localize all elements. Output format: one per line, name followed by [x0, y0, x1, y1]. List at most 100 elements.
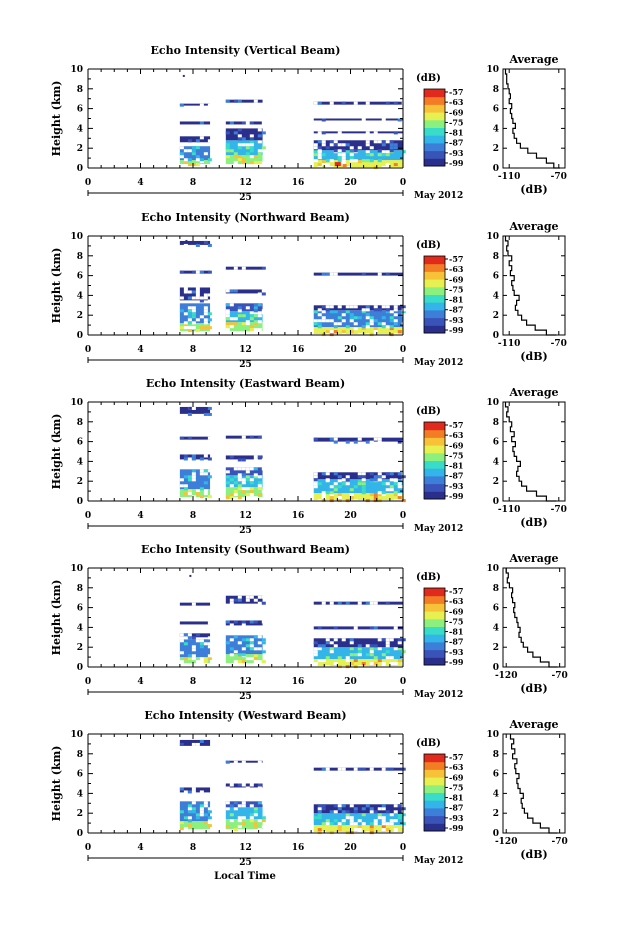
echo-cell	[337, 156, 342, 160]
echo-gap	[365, 101, 370, 105]
average-y-tick-label: 8	[493, 252, 499, 262]
echo-gap	[377, 478, 382, 482]
echo-gap	[199, 660, 204, 664]
colorbar-tick-label: -99	[449, 657, 464, 667]
echo-gap	[199, 472, 204, 476]
echo-gap	[401, 825, 406, 829]
echo-block	[313, 150, 403, 161]
colorbar-tick-label: -69	[449, 772, 464, 782]
echo-gap	[393, 626, 398, 630]
echo-cell	[341, 330, 346, 334]
echo-gap	[257, 760, 262, 764]
echo-block	[179, 160, 211, 165]
echo-cell	[357, 475, 362, 479]
echo-gap	[317, 647, 322, 651]
echo-gap	[195, 158, 200, 162]
echo-cell	[353, 810, 358, 814]
echo-cell	[361, 325, 366, 329]
y-tick-label: 4	[77, 457, 83, 467]
colorbar-swatch	[424, 468, 445, 477]
colorbar-swatch	[424, 112, 445, 121]
panel-title: Echo Intensity (Westward Beam)	[144, 709, 346, 722]
echo-cell	[393, 491, 398, 495]
echo-cell	[377, 322, 382, 326]
echo-cell	[337, 475, 342, 479]
echo-gap	[337, 153, 342, 157]
echo-gap	[183, 287, 188, 291]
panel-3: Echo Intensity (Southward Beam) Height (k…	[50, 543, 568, 702]
echo-cell	[377, 308, 382, 312]
echo-cell	[317, 101, 322, 105]
echo-cell	[333, 325, 338, 329]
echo-block	[179, 633, 211, 638]
echo-cell	[179, 326, 184, 330]
echo-gap	[257, 828, 262, 832]
echo-gap	[401, 440, 406, 444]
echo-cell	[397, 330, 402, 334]
echo-cell	[245, 146, 250, 150]
average-profile-line	[504, 236, 557, 336]
echo-gap	[397, 641, 402, 645]
echo-gap	[249, 657, 254, 661]
echo-cell	[237, 99, 242, 103]
echo-gap	[345, 659, 350, 663]
colorbar-swatch	[424, 754, 445, 763]
echo-gap	[179, 296, 184, 300]
echo-cell	[369, 647, 374, 651]
x-tick-label: 4	[137, 843, 143, 853]
echo-cell	[229, 493, 234, 497]
echo-cell	[241, 822, 246, 826]
echo-gap	[245, 121, 250, 125]
echo-cell	[191, 149, 196, 153]
echo-gap	[191, 648, 196, 652]
echo-gap	[377, 440, 382, 444]
heatmap-segment	[225, 99, 266, 165]
echo-cell	[313, 641, 318, 645]
y-tick-label: 8	[77, 750, 83, 760]
echo-gap	[195, 660, 200, 664]
echo-gap	[333, 322, 338, 326]
echo-gap	[253, 496, 258, 500]
echo-cell	[225, 155, 230, 159]
echo-gap	[317, 313, 322, 317]
echo-gap	[203, 293, 208, 297]
echo-cell	[369, 316, 374, 320]
echo-cell	[349, 662, 354, 666]
colorbar-swatch	[424, 823, 445, 832]
echo-gap	[393, 478, 398, 482]
echo-gap	[225, 309, 230, 313]
y-tick-label: 4	[77, 789, 83, 799]
colorbar-swatch	[424, 657, 445, 666]
echo-cell	[261, 638, 266, 642]
echo-cell	[233, 490, 238, 494]
echo-cell	[325, 656, 330, 660]
echo-gap	[183, 636, 188, 640]
average-title: Average	[508, 220, 558, 233]
echo-gap	[207, 436, 212, 440]
echo-gap	[229, 783, 234, 787]
echo-gap	[245, 657, 250, 661]
colorbar-swatch	[424, 483, 445, 492]
colorbar-unit: (dB)	[416, 73, 441, 84]
colorbar-tick-label: -99	[449, 491, 464, 501]
echo-gap	[373, 131, 378, 135]
echo-gap	[183, 243, 188, 247]
y-tick-label: 0	[77, 497, 83, 507]
echo-gap	[385, 822, 390, 826]
echo-cell	[237, 458, 242, 462]
echo-cell	[229, 322, 234, 326]
echo-gap	[401, 810, 406, 814]
echo-gap	[261, 490, 266, 494]
echo-gap	[207, 819, 212, 823]
echo-cell	[333, 472, 338, 476]
echo-gap	[253, 99, 258, 103]
echo-cell	[225, 322, 230, 326]
echo-cell	[187, 329, 192, 333]
echo-speckle	[186, 740, 189, 743]
echo-cell	[195, 492, 200, 496]
colorbar: -57-63-69-75-81-87-93-99	[423, 87, 464, 168]
y-axis-label: Height (km)	[50, 580, 63, 656]
average-title: Average	[508, 552, 558, 565]
echo-gap	[313, 662, 318, 666]
echo-gap	[373, 437, 378, 441]
